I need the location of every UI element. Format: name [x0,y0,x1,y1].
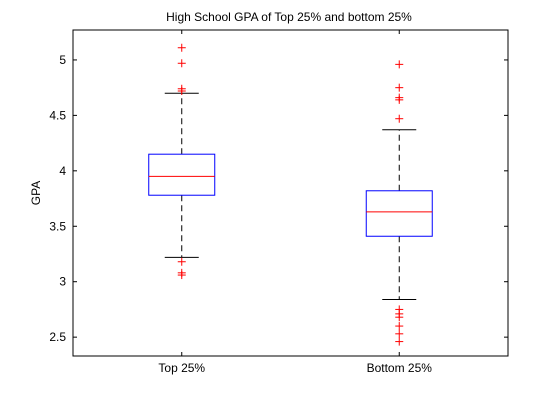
y-tick-label: 4 [59,164,66,178]
x-tick-label: Top 25% [158,361,205,375]
y-tick-label: 2.5 [49,330,66,344]
box-group [365,60,433,346]
iqr-box [148,153,216,196]
outlier-marker [395,60,404,69]
outlier-marker [177,43,186,52]
outlier-marker [395,337,404,346]
outlier-marker [395,95,404,104]
outlier-marker [395,313,404,322]
outlier-marker [395,329,404,338]
x-tick-label: Bottom 25% [367,361,433,375]
outlier-marker [177,257,186,266]
chart-title: High School GPA of Top 25% and bottom 25… [166,10,412,24]
plot-frame [72,29,509,357]
outlier-marker [177,86,186,95]
y-tick-label: 4.5 [49,108,66,122]
y-tick-label: 5 [59,53,66,67]
outlier-marker [395,322,404,331]
outlier-marker [177,59,186,68]
box-group [148,43,216,280]
y-axis-label: GPA [29,181,43,205]
outlier-marker [177,271,186,280]
axis-ticks: 2.5 3 3.5 4 4.5 5 Top 25% Bottom 25% [49,30,508,375]
box-groups [148,43,433,346]
y-tick-label: 3.5 [49,219,66,233]
outlier-marker [395,83,404,92]
iqr-box [365,190,433,237]
outlier-marker [395,114,404,123]
y-tick-label: 3 [59,275,66,289]
